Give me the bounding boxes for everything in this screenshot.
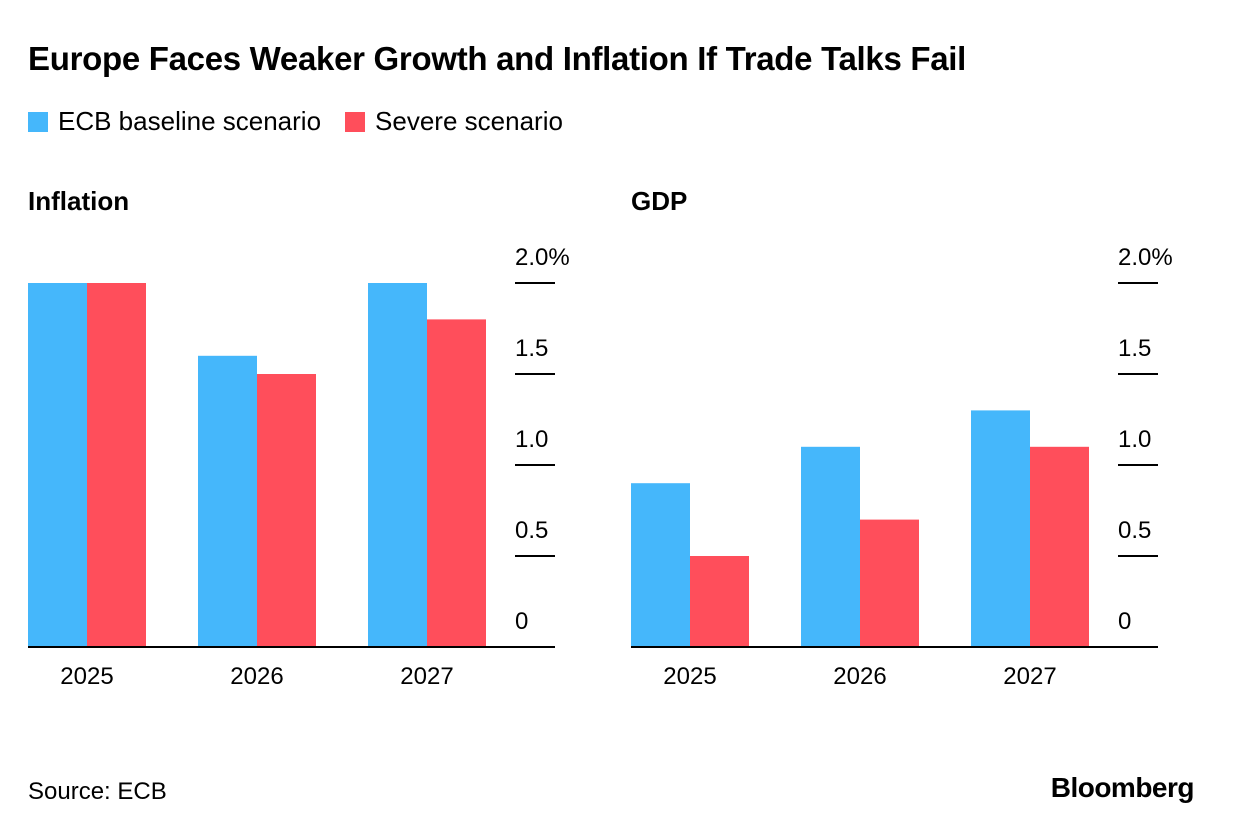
legend-item-severe: Severe scenario [345,106,563,137]
legend-swatch-baseline [28,111,48,132]
inflation-bar-2027-severe [427,319,486,647]
inflation-xtick-label: 2025 [60,663,113,690]
gdp-ytick-label: 1.0 [1118,426,1151,453]
inflation-bar-2025-baseline [28,283,87,647]
legend-label-baseline: ECB baseline scenario [58,106,322,136]
inflation-xtick-label: 2026 [230,663,283,690]
legend-item-baseline: ECB baseline scenario [28,106,321,137]
legend-swatch-severe [345,111,366,132]
gdp-bar-2026-severe [860,519,919,647]
inflation-ytick-label: 2.0% [515,244,570,271]
inflation-ytick-label: 0 [515,608,528,635]
inflation-ytick-label: 1.5 [515,335,548,362]
inflation-bar-2026-severe [257,374,316,647]
gdp-xtick-label: 2025 [663,663,716,690]
inflation-bar-2027-baseline [368,283,427,647]
legend: ECB baseline scenario Severe scenario [28,106,563,137]
gdp-xtick-label: 2026 [833,663,886,690]
inflation-ytick-label: 1.0 [515,426,548,453]
gdp-ytick-label: 0 [1118,608,1131,635]
inflation-panel-title: Inflation [28,186,129,216]
gdp-panel-title: GDP [631,186,687,216]
gdp-ytick-label: 2.0% [1118,244,1173,271]
gdp-ytick-label: 1.5 [1118,335,1151,362]
chart-title: Europe Faces Weaker Growth and Inflation… [28,40,967,77]
gdp-ytick-label: 0.5 [1118,517,1151,544]
inflation-ytick-label: 0.5 [515,517,548,544]
legend-label-severe: Severe scenario [375,106,563,136]
inflation-xtick-label: 2027 [400,663,453,690]
gdp-bar-2025-severe [690,556,749,647]
gdp-bar-2027-baseline [971,410,1030,647]
gdp-xtick-label: 2027 [1003,663,1056,690]
inflation-bar-2025-severe [87,283,146,647]
gdp-bar-2026-baseline [801,446,860,647]
inflation-bar-2026-baseline [198,355,257,647]
gdp-bar-2025-baseline [631,483,690,647]
bloomberg-logo: Bloomberg [1050,772,1195,803]
source-note: Source: ECB [28,778,167,805]
gdp-bar-2027-severe [1030,446,1089,647]
